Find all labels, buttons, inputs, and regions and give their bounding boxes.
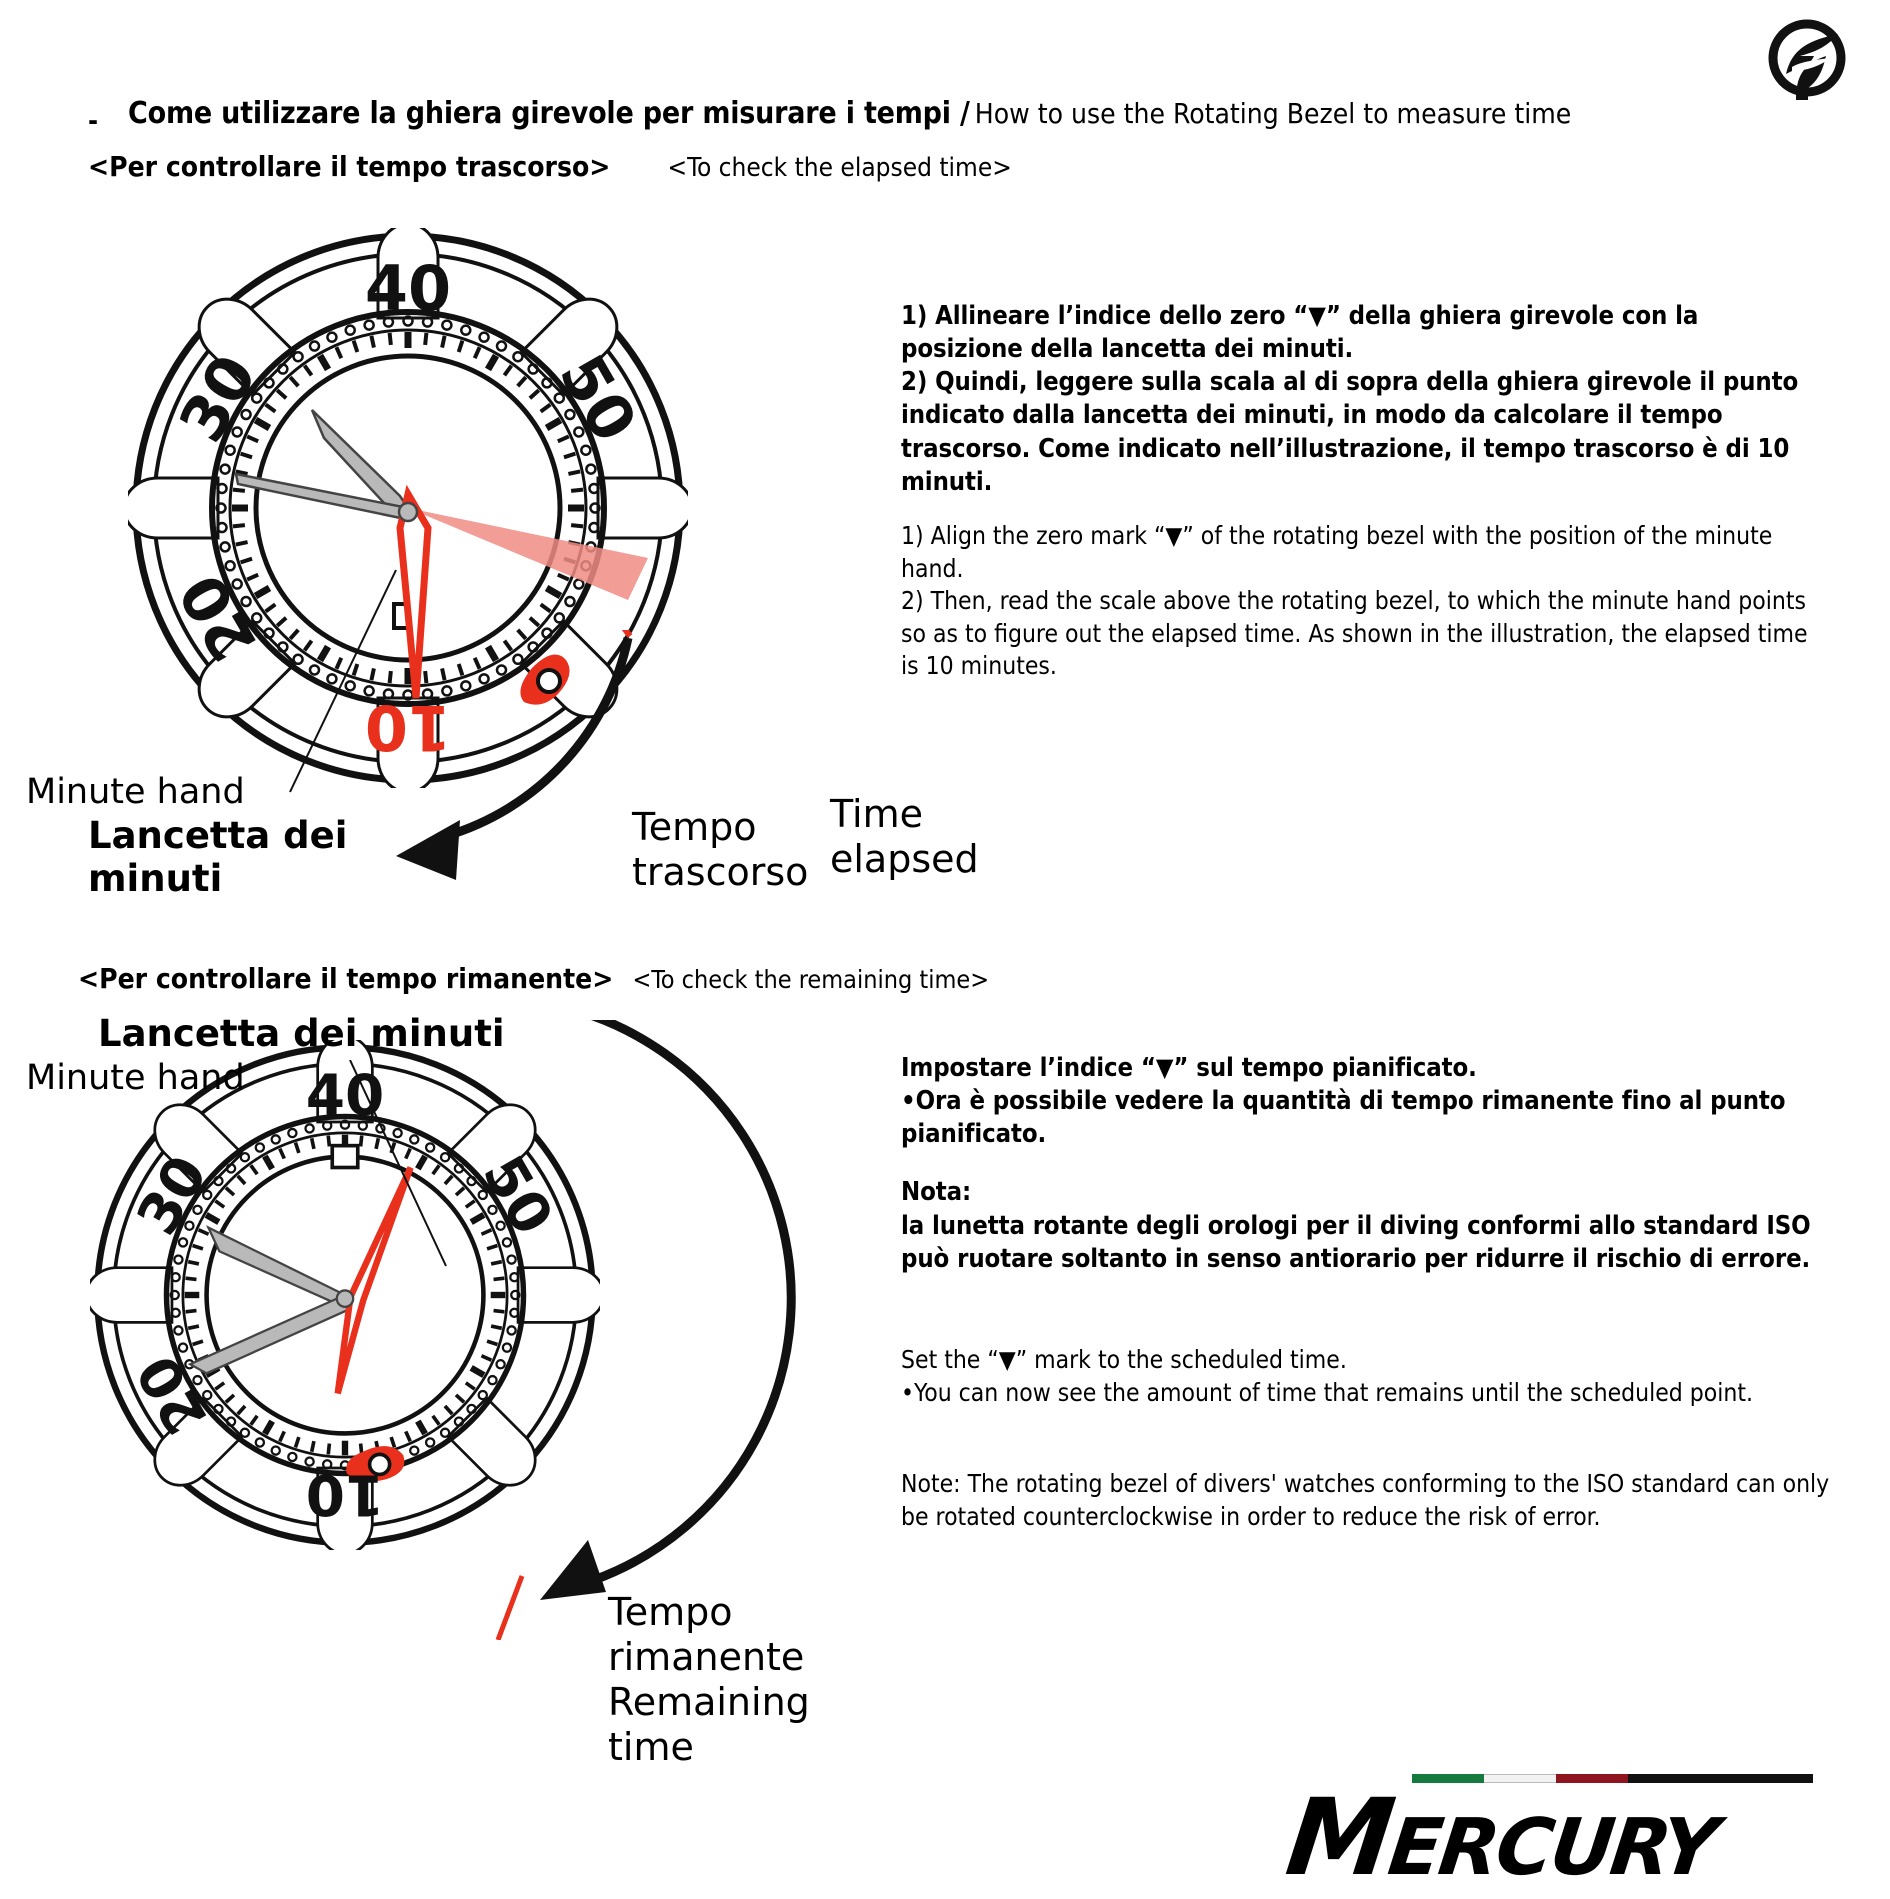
section-2-note-label: Nota: [901,1177,972,1208]
mercury-wordmark: MERCURY [1280,1776,1723,1899]
bezel-number-10: 10 [306,1461,385,1526]
remaining-time-arc-arrow [495,1020,796,1640]
hand-pinion [335,1289,355,1308]
heading-bullet-dash: - [88,106,99,137]
watch-illustration-remaining: 10 20 30 40 50 [85,1035,605,1555]
section-1-paragraph-italian: 1) Allineare l’indice dello zero “▼” del… [901,301,1799,497]
page-title: Come utilizzare la ghiera girevole per m… [128,96,1688,131]
section-2-paragraph-italian-part2: la lunetta rotante degli orologi per il … [901,1210,1811,1274]
caption-minute-hand-italian-2: Lancetta dei minuti [98,1012,505,1055]
section-2-heading: <Per controllare il tempo rimanente> <To… [78,962,989,995]
section-2-paragraph-italian: Impostare l’indice “▼” sul tempo pianifi… [901,1052,1831,1276]
caption-elapsed-time-english: Time elapsed [830,792,979,881]
mercury-wordmark-initial: M [1280,1776,1399,1899]
section-1-heading: <Per controllare il tempo trascorso> <To… [88,150,1012,183]
page-title-italian: Come utilizzare la ghiera girevole per m… [128,96,970,131]
caption-remaining-time-italian: Tempo rimanente [608,1590,805,1679]
hand-pinion [397,501,419,523]
caption-minute-hand-english-2: Minute hand [26,1058,245,1098]
caption-minute-hand-english-1: Minute hand [26,772,245,812]
bezel-number-40: 40 [306,1064,385,1129]
mercury-logo: MERCURY [1280,1768,1858,1899]
bezel-red-marker [346,1446,405,1482]
leader-line-minute-hand-2 [349,1060,447,1267]
section-2-paragraph-english-part1: Set the “▼” mark to the scheduled time. … [901,1345,1754,1407]
flag-stripe-green [1412,1774,1484,1783]
mercury-wordmark-rest: ERCURY [1383,1803,1721,1893]
section-2-heading-italian: <Per controllare il tempo rimanente> [78,962,614,995]
watch-illustration-elapsed: {} 10 20 30 40 50 [122,222,694,794]
section-2-paragraph-english-part2: Note: The rotating bezel of divers' watc… [901,1469,1830,1531]
page-title-english: How to use the Rotating Bezel to measure… [974,97,1572,130]
caption-minute-hand-italian-1: Lancetta dei minuti [88,814,348,901]
caption-elapsed-time-italian: Tempo trascorso [632,805,809,894]
flag-stripe-white [1484,1774,1556,1783]
section-1-heading-english: <To check the elapsed time> [667,153,1012,183]
section-1-paragraph-english: 1) Align the zero mark “▼” of the rotati… [901,521,1808,681]
section-1-heading-italian: <Per controllare il tempo trascorso> [88,150,611,183]
red-pointer-hand [334,1166,414,1395]
section-2-paragraph-italian-part1: Impostare l’indice “▼” sul tempo pianifi… [901,1053,1786,1150]
bezel-number-10: 10 [365,691,451,764]
elapsed-time-arc-arrow [396,630,633,880]
leader-line-minute-hand-1 [289,569,397,793]
paragraph-spacer [901,1151,1831,1176]
f-monogram-logo [1752,12,1862,104]
bezel-number-40: 40 [365,252,451,325]
flag-stripe-black [1628,1774,1813,1783]
bezel-red-marker [520,654,570,705]
caption-remaining-time-english: Remaining time [608,1680,810,1769]
flag-stripe-red [1556,1774,1628,1783]
section-2-heading-english: <To check the remaining time> [632,965,990,994]
elapsed-sweep-highlight [408,508,648,600]
zero-index-mark [330,1143,360,1170]
